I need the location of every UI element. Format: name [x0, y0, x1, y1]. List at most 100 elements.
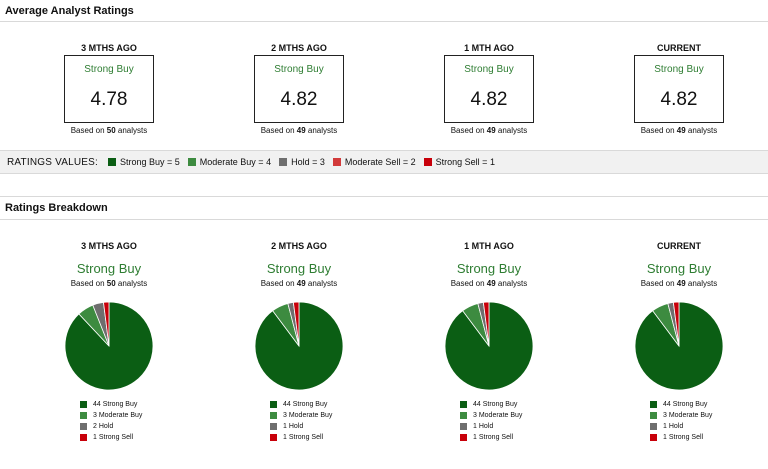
- rating-label: Strong Buy: [76, 261, 142, 276]
- breakdown-period-2-mths-ago: 2 MTHS AGO Strong Buy Based on 49 analys…: [234, 240, 364, 288]
- pie-legend-2-mths-ago: 44 Strong Buy 3 Moderate Buy 1 Hold 1 St…: [270, 399, 360, 443]
- legend-item: 3 Moderate Buy: [650, 410, 740, 421]
- legend-item: 44 Strong Buy: [80, 399, 170, 410]
- rating-score: 4.82: [470, 89, 508, 110]
- breakdown-period-1-mth-ago: 1 MTH AGO Strong Buy Based on 49 analyst…: [424, 240, 554, 288]
- legend-swatch: [460, 423, 467, 430]
- avg-period-current: CURRENT Strong Buy 4.82 Based on 49 anal…: [624, 42, 734, 135]
- ratings-value-strong-sell: Strong Sell = 1: [423, 157, 495, 167]
- period-heading: 3 MTHS AGO: [81, 43, 137, 53]
- legend-swatch: [460, 434, 467, 441]
- strong-buy-swatch: [107, 158, 116, 166]
- strong-sell-swatch: [423, 158, 432, 166]
- analyst-basis: Based on 49 analysts: [260, 279, 338, 288]
- legend-swatch: [80, 412, 87, 419]
- legend-item: 1 Strong Sell: [270, 432, 360, 443]
- rating-box: Strong Buy 4.82: [444, 55, 534, 123]
- legend-swatch: [270, 401, 277, 408]
- pie-chart-current: [634, 301, 724, 391]
- analyst-basis: Based on 49 analysts: [450, 279, 528, 288]
- legend-swatch: [270, 434, 277, 441]
- ratings-value-strong-buy: Strong Buy = 5: [107, 157, 180, 167]
- moderate-sell-swatch: [332, 158, 341, 166]
- section-divider: [0, 21, 768, 22]
- ratings-values-title: RATINGS VALUES:: [7, 156, 98, 168]
- legend-swatch: [80, 423, 87, 430]
- legend-swatch: [650, 423, 657, 430]
- period-heading: 1 MTH AGO: [464, 43, 514, 53]
- pie-slice-strong-sell: [103, 301, 110, 347]
- pie-chart-1-mth-ago: [444, 301, 534, 391]
- breakdown-period-current: CURRENT Strong Buy Based on 49 analysts: [614, 240, 744, 288]
- legend-swatch: [270, 423, 277, 430]
- legend-swatch: [80, 434, 87, 441]
- rating-label: Strong Buy: [646, 261, 712, 276]
- rating-label: Strong Buy: [464, 64, 514, 75]
- rating-label: Strong Buy: [274, 64, 324, 75]
- analyst-basis: Based on 50 analysts: [70, 279, 148, 288]
- breakdown-period-3-mths-ago: 3 MTHS AGO Strong Buy Based on 50 analys…: [44, 240, 174, 288]
- legend-item: 44 Strong Buy: [650, 399, 740, 410]
- legend-swatch: [460, 401, 467, 408]
- period-heading: 2 MTHS AGO: [271, 43, 327, 53]
- period-heading: 2 MTHS AGO: [271, 241, 327, 251]
- rating-label: Strong Buy: [456, 261, 522, 276]
- rating-label: Strong Buy: [654, 64, 704, 75]
- legend-item: 1 Hold: [460, 421, 550, 432]
- legend-swatch: [270, 412, 277, 419]
- avg-period-2-mths-ago: 2 MTHS AGO Strong Buy 4.82 Based on 49 a…: [244, 42, 354, 135]
- legend-item: 44 Strong Buy: [460, 399, 550, 410]
- legend-item: 2 Hold: [80, 421, 170, 432]
- pie-legend-3-mths-ago: 44 Strong Buy 3 Moderate Buy 2 Hold 1 St…: [80, 399, 170, 443]
- analyst-basis: Based on 49 analysts: [450, 126, 528, 135]
- rating-box: Strong Buy 4.78: [64, 55, 154, 123]
- legend-swatch: [650, 401, 657, 408]
- hold-swatch: [279, 158, 288, 166]
- analyst-basis: Based on 50 analysts: [70, 126, 148, 135]
- ratings-breakdown-title: Ratings Breakdown: [5, 202, 108, 214]
- average-analyst-ratings-title: Average Analyst Ratings: [5, 5, 134, 17]
- rating-score: 4.82: [280, 89, 318, 110]
- rating-score: 4.82: [660, 89, 698, 110]
- rating-box: Strong Buy 4.82: [254, 55, 344, 123]
- legend-item: 3 Moderate Buy: [270, 410, 360, 421]
- legend-item: 1 Hold: [650, 421, 740, 432]
- legend-swatch: [80, 401, 87, 408]
- pie-slice-strong-sell: [482, 301, 490, 347]
- pie-chart-2-mths-ago: [254, 301, 344, 391]
- rating-box: Strong Buy 4.82: [634, 55, 724, 123]
- legend-swatch: [460, 412, 467, 419]
- legend-item: 1 Strong Sell: [650, 432, 740, 443]
- pie-chart-3-mths-ago: [64, 301, 154, 391]
- pie-slice-strong-sell: [292, 301, 300, 347]
- analyst-basis: Based on 49 analysts: [640, 279, 718, 288]
- legend-item: 3 Moderate Buy: [80, 410, 170, 421]
- pie-slice-strong-sell: [672, 301, 680, 347]
- pie-legend-current: 44 Strong Buy 3 Moderate Buy 1 Hold 1 St…: [650, 399, 740, 443]
- ratings-value-moderate-buy: Moderate Buy = 4: [187, 157, 271, 167]
- legend-swatch: [650, 412, 657, 419]
- avg-period-3-mths-ago: 3 MTHS AGO Strong Buy 4.78 Based on 50 a…: [54, 42, 164, 135]
- pie-legend-1-mth-ago: 44 Strong Buy 3 Moderate Buy 1 Hold 1 St…: [460, 399, 550, 443]
- legend-item: 1 Strong Sell: [80, 432, 170, 443]
- ratings-value-hold: Hold = 3: [279, 157, 325, 167]
- legend-item: 1 Hold: [270, 421, 360, 432]
- ratings-values-bar: RATINGS VALUES: Strong Buy = 5 Moderate …: [0, 150, 768, 174]
- legend-item: 3 Moderate Buy: [460, 410, 550, 421]
- moderate-buy-swatch: [187, 158, 196, 166]
- legend-swatch: [650, 434, 657, 441]
- period-heading: CURRENT: [657, 43, 701, 53]
- period-heading: 3 MTHS AGO: [81, 241, 137, 251]
- section-divider: [0, 196, 768, 197]
- rating-label: Strong Buy: [84, 64, 134, 75]
- rating-label: Strong Buy: [266, 261, 332, 276]
- rating-score: 4.78: [90, 89, 128, 110]
- section-divider: [0, 219, 768, 220]
- avg-period-1-mth-ago: 1 MTH AGO Strong Buy 4.82 Based on 49 an…: [434, 42, 544, 135]
- period-heading: CURRENT: [657, 241, 701, 251]
- ratings-value-moderate-sell: Moderate Sell = 2: [332, 157, 416, 167]
- period-heading: 1 MTH AGO: [464, 241, 514, 251]
- legend-item: 1 Strong Sell: [460, 432, 550, 443]
- legend-item: 44 Strong Buy: [270, 399, 360, 410]
- analyst-basis: Based on 49 analysts: [640, 126, 718, 135]
